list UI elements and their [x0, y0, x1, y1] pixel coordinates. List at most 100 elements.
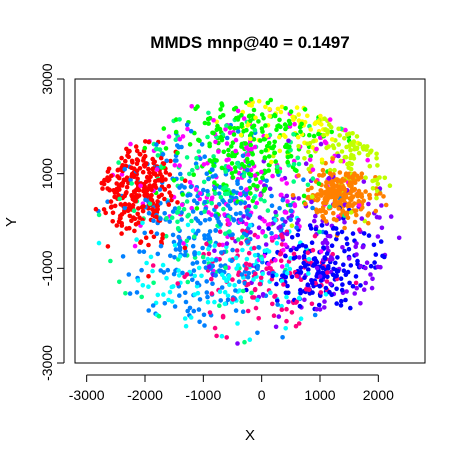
data-point [158, 216, 163, 221]
x-tick-label: 0 [258, 387, 266, 403]
data-point [257, 99, 262, 104]
data-point [345, 242, 350, 247]
data-point [379, 203, 384, 208]
data-point [249, 97, 254, 102]
data-point [332, 203, 337, 208]
data-point [190, 278, 195, 283]
data-point [233, 165, 238, 170]
data-point [197, 307, 202, 312]
data-point [336, 127, 341, 132]
data-point [363, 175, 368, 180]
data-point [352, 291, 357, 296]
data-point [344, 289, 349, 294]
data-point [152, 183, 157, 188]
data-point [360, 216, 365, 221]
data-point [263, 249, 268, 254]
data-point [192, 292, 197, 297]
data-point [320, 266, 325, 271]
data-point [245, 168, 250, 173]
data-point [371, 186, 376, 191]
data-point [237, 279, 242, 284]
data-point [247, 271, 252, 276]
data-point [197, 266, 202, 271]
data-point [161, 263, 166, 268]
data-point [261, 116, 266, 121]
data-point [267, 114, 272, 119]
data-point [131, 197, 136, 202]
data-point [348, 306, 353, 311]
data-point [308, 158, 313, 163]
data-point [168, 172, 173, 177]
data-point [212, 248, 217, 253]
data-point [186, 223, 191, 228]
data-point [288, 218, 293, 223]
data-point [326, 264, 331, 269]
data-point [245, 209, 250, 214]
data-point [383, 176, 388, 181]
data-point [177, 242, 182, 247]
data-point [283, 106, 288, 111]
data-point [309, 226, 314, 231]
data-point [225, 241, 230, 246]
data-point [320, 158, 325, 163]
data-point [273, 159, 278, 164]
data-point [281, 282, 286, 287]
data-point [183, 253, 188, 258]
data-point [247, 179, 252, 184]
data-point [154, 208, 159, 213]
data-point [253, 115, 258, 120]
data-point [324, 286, 329, 291]
data-point [336, 269, 341, 274]
data-point [142, 249, 147, 254]
data-point [355, 134, 360, 139]
data-point [361, 147, 366, 152]
data-point [238, 192, 243, 197]
data-point [376, 265, 381, 270]
data-point [328, 282, 333, 287]
data-point [372, 260, 377, 265]
data-point [223, 266, 228, 271]
data-point [298, 304, 303, 309]
data-point [346, 166, 351, 171]
data-point [242, 340, 247, 345]
data-point [332, 226, 337, 231]
data-point [184, 300, 189, 305]
data-point [207, 264, 212, 269]
data-point [234, 116, 239, 121]
data-point [268, 187, 273, 192]
data-point [367, 233, 372, 238]
x-tick-label: -2000 [127, 387, 163, 403]
data-point [267, 107, 272, 112]
data-point [253, 205, 258, 210]
data-point [196, 219, 201, 224]
data-point [276, 107, 281, 112]
data-point [177, 185, 182, 190]
data-point [362, 231, 367, 236]
data-point [151, 281, 156, 286]
data-point [368, 164, 373, 169]
data-point [256, 245, 261, 250]
data-point [259, 276, 264, 281]
data-point [128, 291, 133, 296]
data-point [240, 162, 245, 167]
data-point [292, 122, 297, 127]
data-point [327, 290, 332, 295]
data-point [253, 272, 258, 277]
data-point [245, 160, 250, 165]
data-point [197, 138, 202, 143]
data-point [127, 226, 132, 231]
data-point [349, 196, 354, 201]
data-point [357, 227, 362, 232]
data-point [122, 194, 127, 199]
data-point [311, 139, 316, 144]
data-point [162, 211, 167, 216]
chart-title: MMDS mnp@40 = 0.1497 [150, 33, 349, 52]
data-point [291, 193, 296, 198]
data-point [314, 147, 319, 152]
data-point [285, 263, 290, 268]
data-point [244, 266, 249, 271]
data-point [192, 309, 197, 314]
data-point [270, 203, 275, 208]
data-point [234, 266, 239, 271]
